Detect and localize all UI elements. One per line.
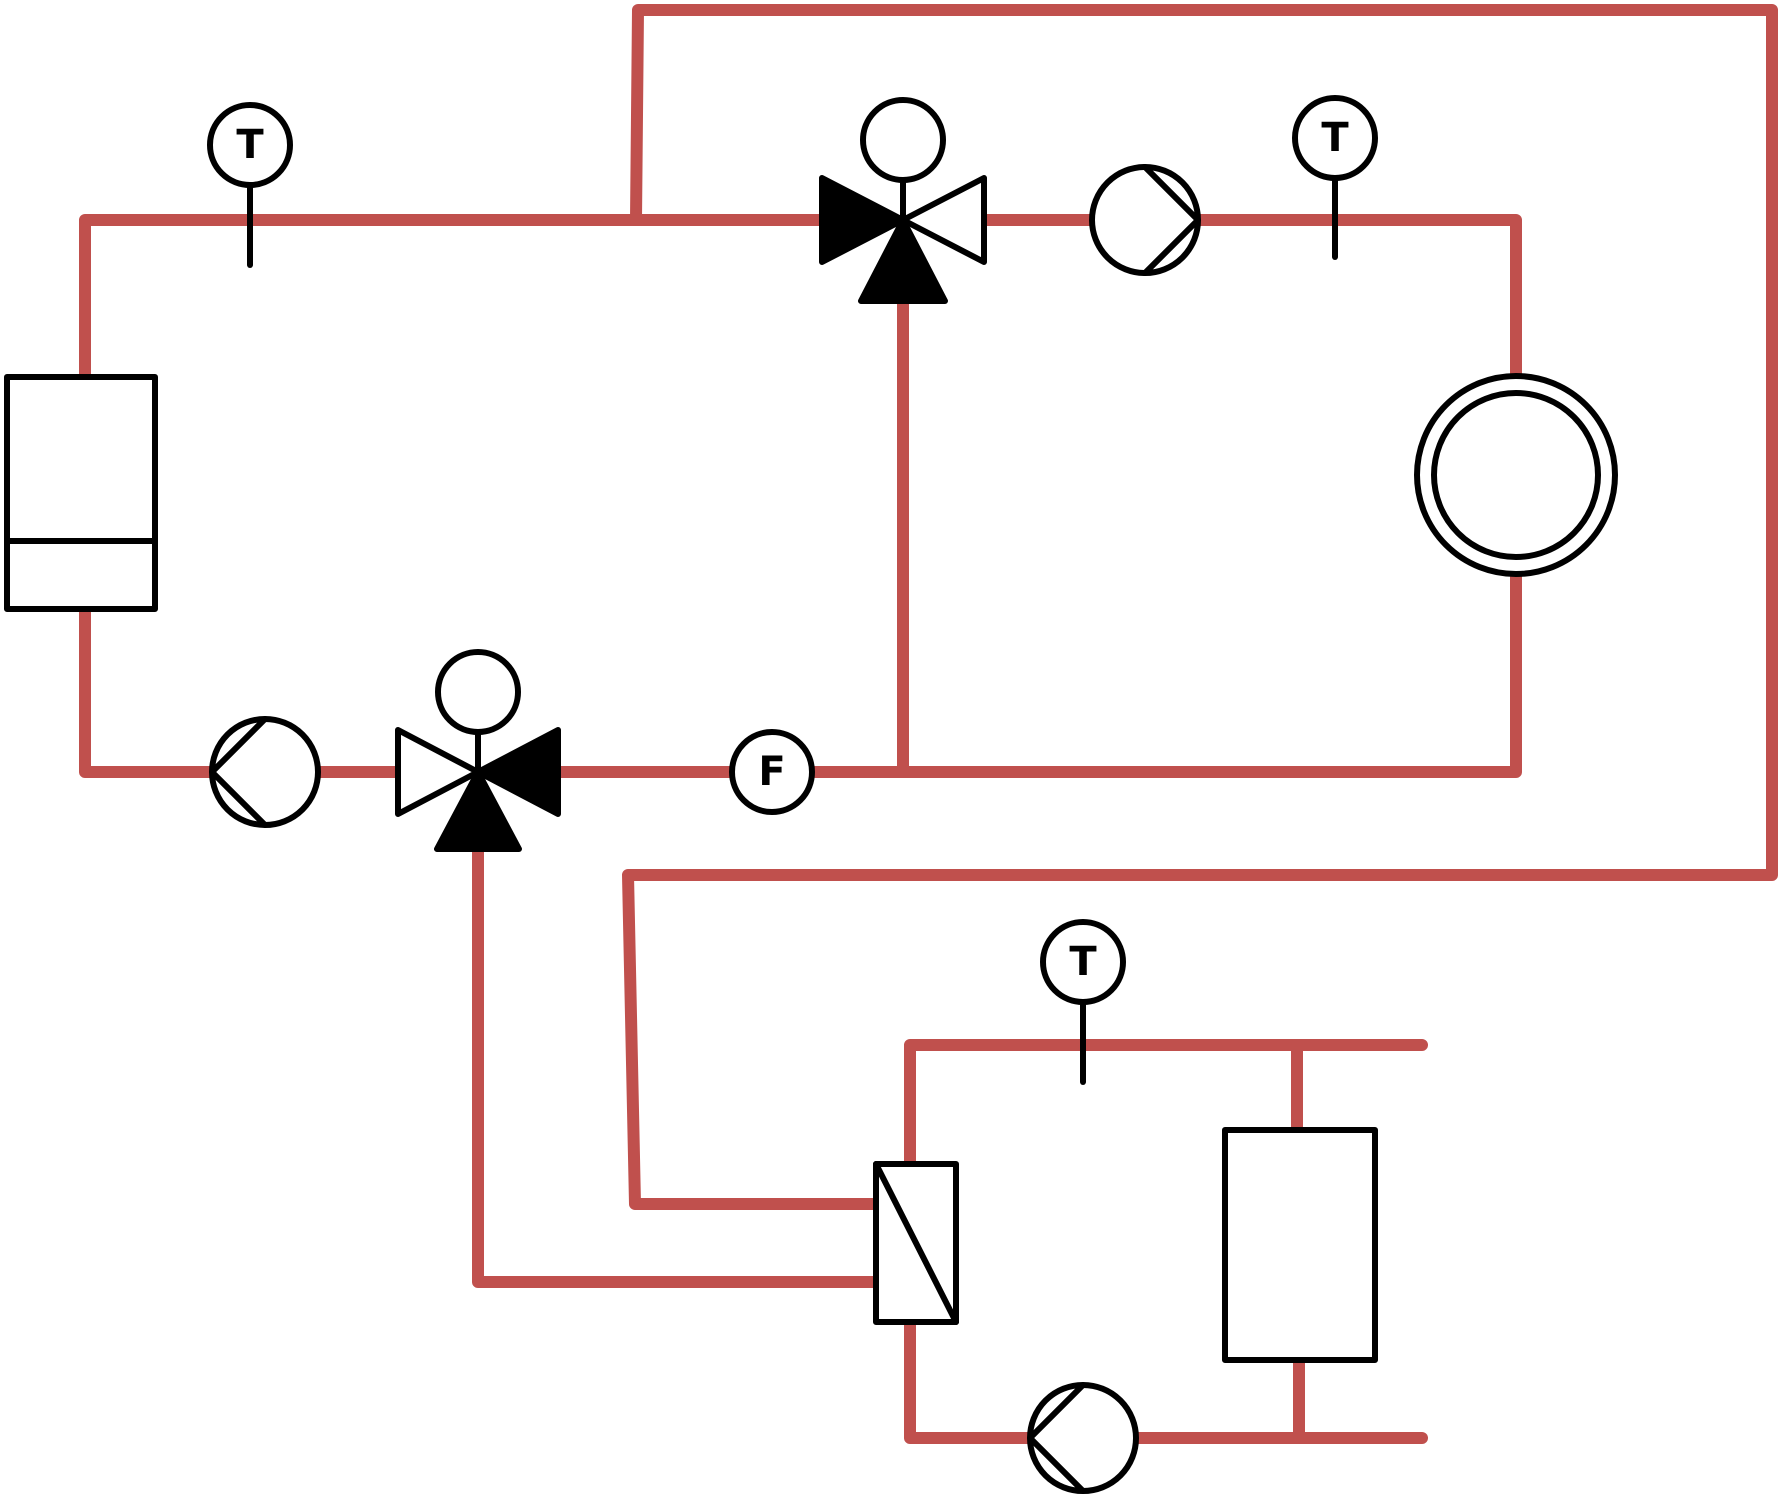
sensor-label: F xyxy=(758,749,785,795)
three-way-valve-upper xyxy=(819,97,987,304)
radiator xyxy=(1222,1127,1378,1363)
pipe-pump-to-boiler xyxy=(79,604,216,778)
temperature-sensor-supply-right: T xyxy=(1292,95,1378,260)
pipe-hx-primary-return xyxy=(472,842,881,1288)
pump-secondary xyxy=(1027,1382,1139,1494)
valve-actuator xyxy=(860,97,946,183)
heat-exchanger xyxy=(873,1161,959,1325)
sensor-label: T xyxy=(236,122,264,168)
temperature-sensor-secondary: T xyxy=(1040,919,1126,1085)
flow-sensor: F xyxy=(729,729,815,815)
pipe-secondary-return xyxy=(904,1316,1036,1444)
three-way-valve-lower xyxy=(395,649,561,852)
valve-actuator xyxy=(435,649,521,735)
pipe-boiler-supply xyxy=(79,214,642,381)
boiler xyxy=(4,374,158,612)
pump-return-left xyxy=(209,716,321,828)
pipe-upper-loop xyxy=(622,4,1778,1210)
pipe-secondary-supply xyxy=(904,1039,1428,1170)
heat-exchanger-diagonal xyxy=(873,1161,959,1325)
pipe-tank-return xyxy=(897,569,1522,778)
sensor-label: T xyxy=(1321,115,1349,161)
temperature-sensor-supply-left: T xyxy=(207,102,293,268)
pipe-pump-to-tank xyxy=(1194,214,1522,381)
pipe-network xyxy=(79,4,1778,1444)
storage-tank-inner xyxy=(1431,390,1601,560)
storage-tank xyxy=(1414,373,1618,577)
pump-supply-right xyxy=(1089,164,1201,276)
sensor-label: T xyxy=(1069,939,1097,985)
